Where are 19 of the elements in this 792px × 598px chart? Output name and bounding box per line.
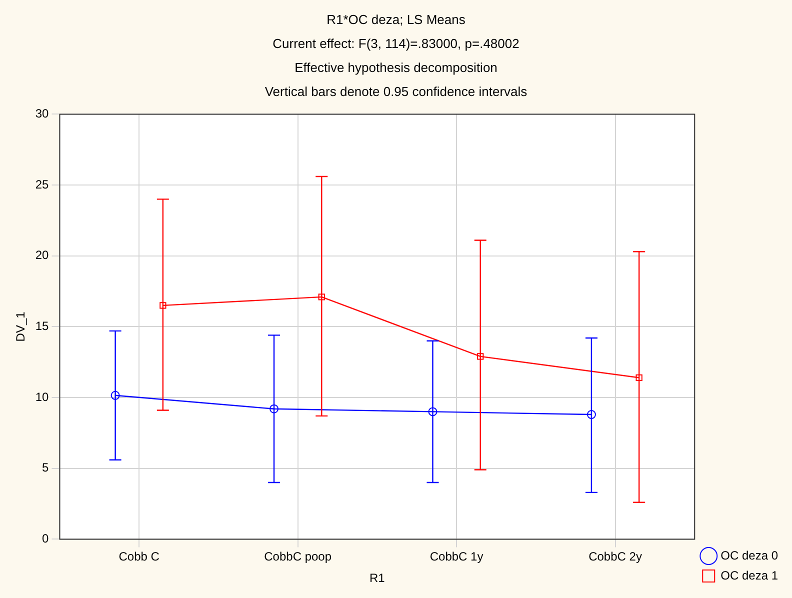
y-tick-label: 25 (35, 177, 50, 192)
x-axis-title: R1 (370, 571, 386, 586)
x-tick-label: CobbC 2y (588, 550, 642, 564)
y-tick-label: 0 (42, 532, 50, 546)
y-tick-label: 20 (35, 248, 50, 262)
x-tick-label: CobbC poop (264, 550, 332, 564)
chart-subtitle: Current effect: F(3, 114)=.83000, p=.48002 (272, 35, 520, 53)
y-tick-label: 5 (42, 460, 50, 475)
text: Vertical bars denote 0.95 confidence intervals (264, 83, 528, 101)
text: Effective hypothesis decomposition (294, 59, 498, 77)
y-tick-label: 15 (35, 319, 50, 334)
legend-label: OC deza 1 (720, 568, 778, 582)
chart-title: R1*OC deza; LS Means (326, 11, 466, 29)
x-tick-label: Cobb C (118, 550, 160, 564)
y-tick-label: 10 (35, 390, 50, 404)
legend-label: OC deza 0 (720, 548, 778, 562)
y-tick-label: 30 (35, 106, 50, 121)
y-axis-title: DV_1 (14, 311, 28, 342)
x-tick-label: CobbC 1y (430, 550, 484, 564)
